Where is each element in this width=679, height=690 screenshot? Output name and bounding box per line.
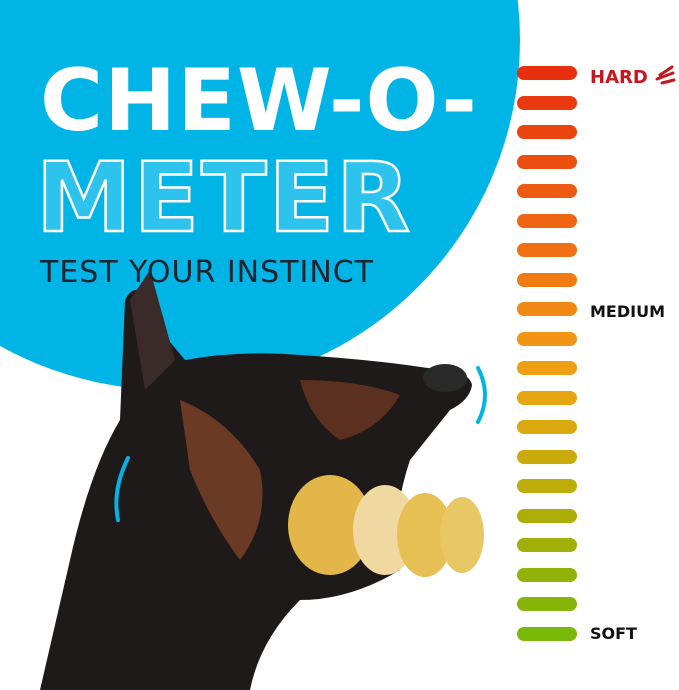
meter-bar <box>517 361 577 375</box>
label-medium: MEDIUM <box>590 302 665 321</box>
meter-bar <box>517 390 577 405</box>
motion-mark-icon <box>476 366 487 424</box>
chew-toy-image <box>288 475 484 577</box>
meter-bar <box>517 125 577 139</box>
label-soft: SOFT <box>590 624 637 643</box>
dog-image <box>40 270 472 690</box>
meter-bar <box>517 184 577 198</box>
motion-mark-icon <box>114 456 130 522</box>
blue-circle-backdrop <box>0 0 520 390</box>
crack-icon <box>655 65 676 85</box>
meter-bar <box>517 66 577 80</box>
headline-line2: METER <box>35 142 413 254</box>
meter-bar <box>517 449 577 464</box>
meter-bar <box>517 243 577 257</box>
meter-bar <box>517 213 577 228</box>
meter-bar <box>517 420 577 434</box>
headline-line1: CHEW-O- <box>40 51 478 151</box>
meter-bar <box>517 479 577 493</box>
meter-bar <box>517 626 577 641</box>
meter-bar <box>517 597 577 611</box>
meter-bar <box>517 538 577 552</box>
meter-bar <box>517 567 577 582</box>
meter-bar <box>517 272 577 287</box>
label-hard-text: HARD <box>590 67 648 88</box>
meter-bar <box>517 331 577 346</box>
meter-bar <box>517 302 577 316</box>
tagline: TEST YOUR INSTINCT <box>40 255 375 290</box>
meter-bar <box>517 508 577 523</box>
meter-bar <box>517 95 577 110</box>
meter-bar <box>517 154 577 169</box>
label-hard: HARD <box>590 65 676 87</box>
